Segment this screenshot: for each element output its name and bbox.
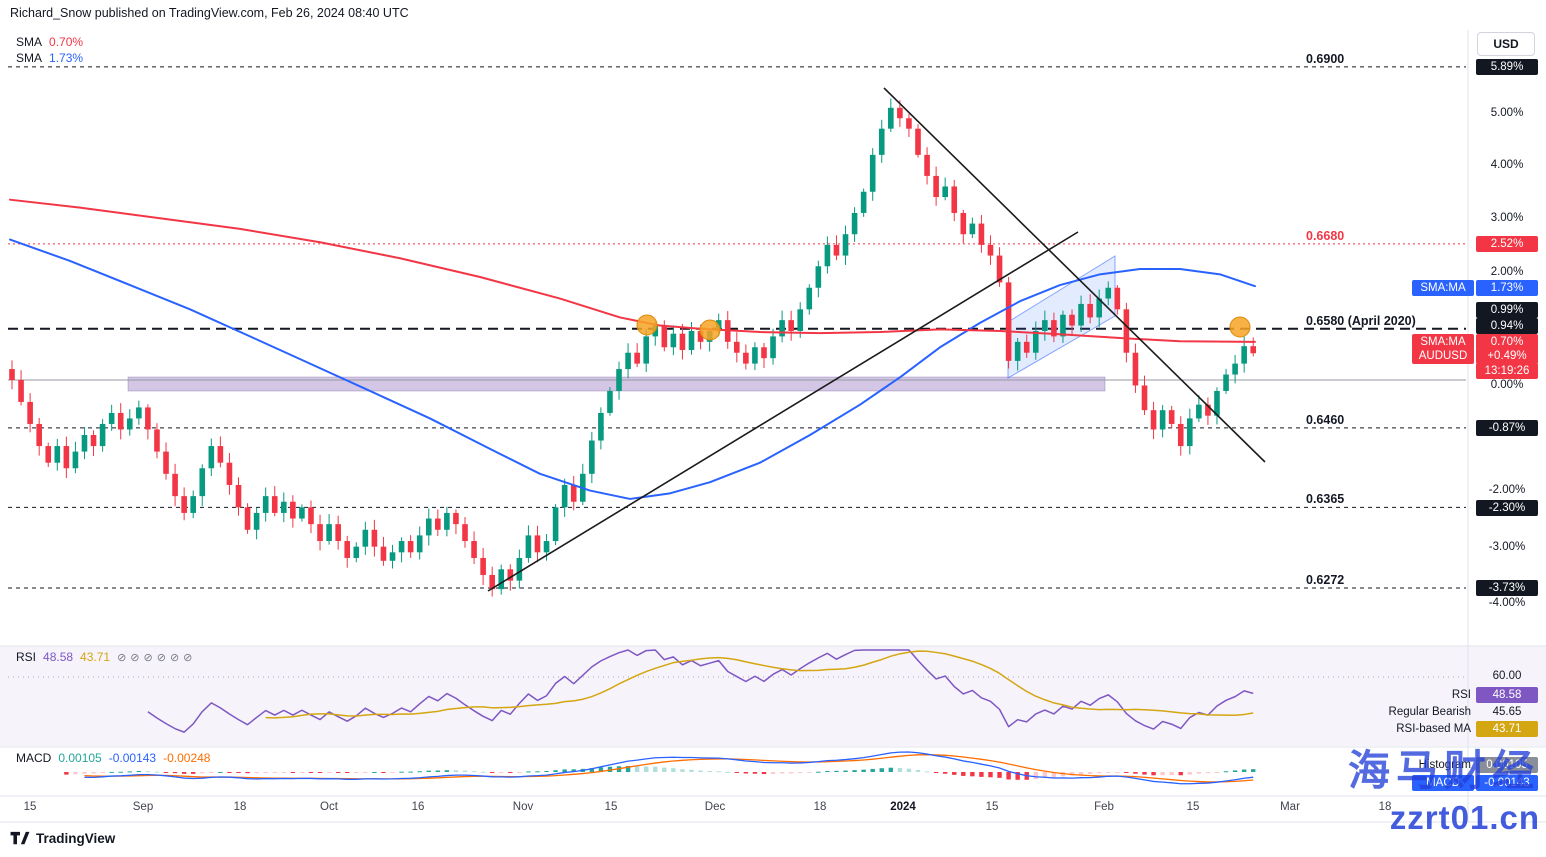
time-axis-label: 18	[813, 801, 827, 813]
macd-signal-value: -0.00248	[163, 751, 211, 765]
price-level-label: 0.6272	[1306, 573, 1345, 587]
price-level-label: 0.6365	[1306, 492, 1345, 506]
price-level-label: 0.6580 (April 2020)	[1306, 314, 1416, 328]
time-axis-label: Nov	[512, 801, 534, 813]
tradingview-footer-link[interactable]: TradingView	[10, 831, 115, 846]
macd-line-value: -0.00143	[108, 751, 157, 765]
time-axis-label: 15	[23, 801, 37, 813]
rsi-divergence-toggle-icons[interactable]: ⊘⊘⊘⊘⊘⊘	[117, 651, 197, 664]
candles-layer	[9, 98, 1257, 597]
trendlines-layer[interactable]	[487, 87, 1266, 592]
time-axis-label: 15	[1186, 801, 1200, 813]
time-axis-label: 2024	[890, 801, 916, 813]
price-level-label: 0.6900	[1306, 52, 1345, 66]
time-axis-label: Dec	[704, 801, 726, 813]
time-axis-label: 18	[1378, 801, 1392, 813]
macd-hist-value: 0.00105	[58, 751, 102, 765]
time-axis-label: Sep	[132, 801, 154, 813]
sma-legend-value: 1.73%	[49, 51, 84, 65]
macd-pane	[64, 751, 1256, 785]
time-axis-label: 15	[604, 801, 618, 813]
tradingview-logo-icon	[10, 831, 30, 845]
publish-header: Richard_Snow published on TradingView.co…	[10, 6, 409, 20]
rsi-ma-legend-value: 43.71	[80, 650, 111, 664]
sma-legend-row-1[interactable]: SMA 0.70%	[16, 35, 83, 49]
marker-circles-layer	[636, 314, 1251, 341]
macd-legend[interactable]: MACD 0.00105 -0.00143 -0.00248	[16, 751, 210, 765]
rsi-legend[interactable]: RSI 48.58 43.71 ⊘⊘⊘⊘⊘⊘	[16, 650, 196, 664]
time-axis-label: 16	[411, 801, 425, 813]
sma-legend-row-2[interactable]: SMA 1.73%	[16, 51, 83, 65]
sma-legend-value: 0.70%	[49, 35, 84, 49]
sma-legend-label: SMA	[16, 51, 43, 65]
rsi-legend-value: 48.58	[43, 650, 74, 664]
rsi-legend-label: RSI	[16, 650, 37, 664]
pane-backgrounds	[0, 30, 1546, 823]
time-axis-label: Oct	[320, 801, 338, 813]
sma-legend-label: SMA	[16, 35, 43, 49]
price-level-label: 0.6460	[1306, 413, 1345, 427]
macd-legend-label: MACD	[16, 751, 52, 765]
publish-header-text: Richard_Snow published on TradingView.co…	[10, 6, 409, 20]
price-level-label: 0.6680	[1306, 229, 1345, 243]
support-zone-layer	[8, 376, 1466, 392]
time-axis-label: Feb	[1094, 801, 1114, 813]
currency-toggle-button[interactable]: USD	[1477, 32, 1535, 56]
rsi-pane	[8, 649, 1466, 733]
time-axis-label: Mar	[1280, 801, 1300, 813]
time-axis-label: 18	[233, 801, 247, 813]
level-lines-layer	[8, 66, 1466, 589]
tradingview-brand-text: TradingView	[36, 831, 116, 846]
time-axis-label: 15	[985, 801, 999, 813]
sma-lines-layer	[9, 198, 1256, 500]
